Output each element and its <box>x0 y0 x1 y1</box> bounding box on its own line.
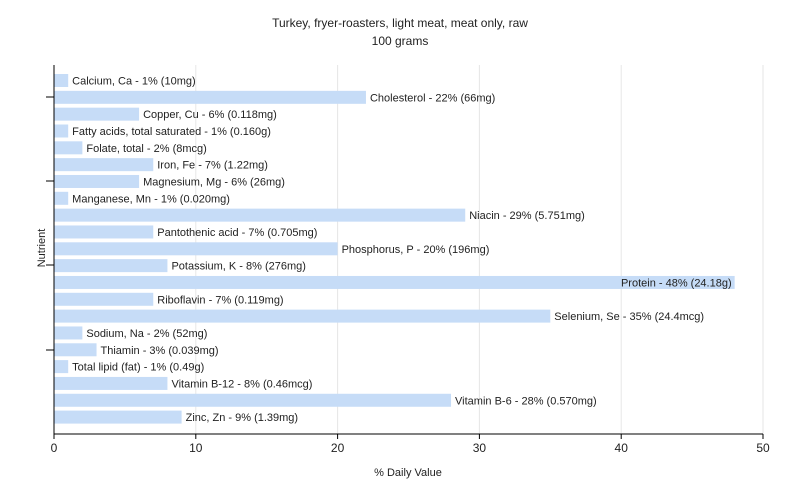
bar <box>54 360 69 374</box>
bar-label: Vitamin B-6 - 28% (0.570mg) <box>455 395 597 407</box>
x-tick-label: 50 <box>756 441 770 455</box>
bar-label: Protein - 48% (24.18g) <box>621 277 732 289</box>
bar-label: Thiamin - 3% (0.039mg) <box>101 345 219 357</box>
grid <box>195 65 764 434</box>
bar <box>54 343 97 357</box>
bar <box>54 275 735 289</box>
bar-label: Selenium, Se - 35% (24.4mcg) <box>554 311 704 323</box>
bar <box>54 124 69 138</box>
bar-label: Potassium, K - 8% (276mg) <box>171 261 306 273</box>
x-tick-label: 0 <box>51 441 58 455</box>
bars: Calcium, Ca - 1% (10mg) Cholesterol - 22%… <box>54 74 735 424</box>
bar-label: Pantothenic acid - 7% (0.705mg) <box>157 227 317 239</box>
bar <box>54 393 452 407</box>
bar <box>54 259 168 273</box>
bar <box>54 292 154 306</box>
bar <box>54 410 182 424</box>
bar <box>54 191 69 205</box>
bar-label: Total lipid (fat) - 1% (0.49g) <box>72 362 204 374</box>
axes: 0 10 20 30 40 50 <box>46 65 770 455</box>
bar-label: Riboflavin - 7% (0.119mg) <box>157 294 283 306</box>
bar <box>54 309 551 323</box>
y-axis-label: Nutrient <box>36 229 48 268</box>
bar-label: Iron, Fe - 7% (1.22mg) <box>157 160 268 172</box>
x-tick-label: 40 <box>615 441 629 455</box>
bar-label: Zinc, Zn - 9% (1.39mg) <box>186 412 298 424</box>
bar-label: Manganese, Mn - 1% (0.020mg) <box>72 193 230 205</box>
bar-label: Magnesium, Mg - 6% (26mg) <box>143 176 285 188</box>
chart-subtitle: 100 grams <box>372 34 429 48</box>
bar <box>54 208 466 222</box>
bar <box>54 74 69 87</box>
bar <box>54 376 168 390</box>
x-tick-label: 20 <box>331 441 345 455</box>
bar-label: Niacin - 29% (5.751mg) <box>469 210 585 222</box>
bar <box>54 141 83 155</box>
bar <box>54 326 83 340</box>
bar <box>54 90 366 104</box>
x-tick-label: 30 <box>473 441 487 455</box>
bar-label: Vitamin B-12 - 8% (0.46mcg) <box>171 378 312 390</box>
bar-label: Cholesterol - 22% (66mg) <box>370 92 495 104</box>
bar <box>54 174 140 188</box>
bar-label: Fatty acids, total saturated - 1% (0.160… <box>72 126 271 138</box>
x-axis-label: % Daily Value <box>374 467 442 479</box>
bar-label: Phosphorus, P - 20% (196mg) <box>342 244 490 256</box>
bar <box>54 107 140 121</box>
bar <box>54 158 154 172</box>
bar-label: Sodium, Na - 2% (52mg) <box>86 328 207 340</box>
x-tick-label: 10 <box>189 441 203 455</box>
bar-label: Copper, Cu - 6% (0.118mg) <box>143 109 277 121</box>
bar <box>54 225 154 239</box>
bar-label: Folate, total - 2% (8mcg) <box>86 143 206 155</box>
bar <box>54 242 338 256</box>
chart-title: Turkey, fryer-roasters, light meat, meat… <box>272 16 528 30</box>
bar-label: Calcium, Ca - 1% (10mg) <box>72 76 195 88</box>
